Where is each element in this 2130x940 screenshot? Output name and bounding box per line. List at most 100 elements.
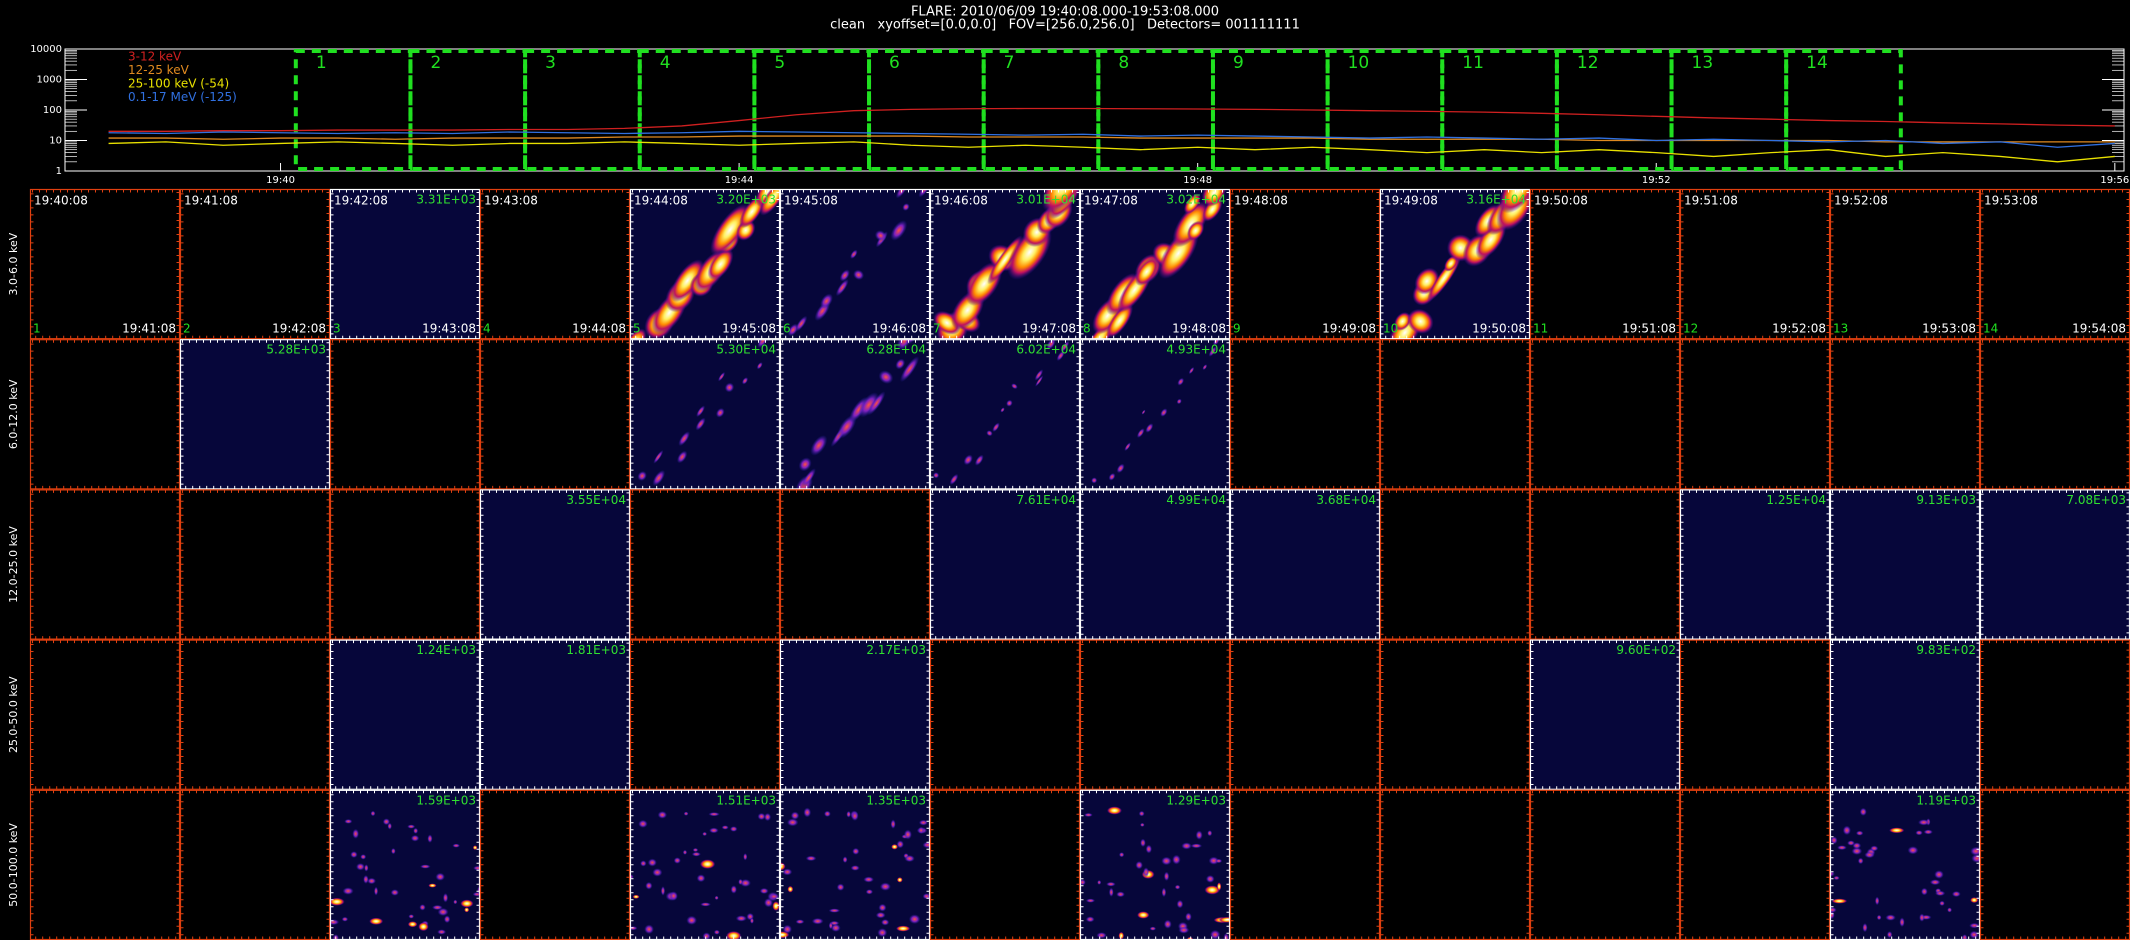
image-blob — [1183, 193, 1201, 215]
cell-ticks — [1680, 339, 1830, 489]
image-blob — [1085, 898, 1096, 903]
cell-background — [180, 189, 330, 340]
image-blob — [374, 886, 379, 896]
image-blob — [877, 928, 888, 938]
peak-label: 4.99E+04 — [1166, 493, 1226, 507]
image-cell — [1379, 339, 1531, 490]
image-blob — [1135, 861, 1143, 870]
start-time: 19:42:08 — [334, 194, 388, 208]
image-blob — [443, 915, 451, 924]
interval-box — [1440, 49, 1559, 171]
image-blob — [730, 885, 737, 894]
image-blob — [1918, 819, 1930, 826]
cell-image — [1388, 189, 1530, 340]
end-time: 19:49:08 — [1322, 322, 1376, 336]
image-blob — [713, 929, 720, 935]
image-blob — [1161, 887, 1167, 898]
image-blob — [1046, 339, 1056, 350]
image-blob — [1209, 929, 1221, 940]
image-blob — [721, 825, 729, 830]
image-blob — [344, 819, 353, 824]
cell-ticks — [30, 189, 180, 339]
cell-number: 13 — [1833, 322, 1848, 336]
cell-background — [1980, 189, 2130, 340]
cell-image — [933, 339, 1070, 485]
cell-ticks — [780, 790, 930, 940]
cell-image — [630, 811, 780, 940]
cell-ticks — [630, 339, 780, 489]
image-blob — [933, 472, 940, 479]
image-blob — [735, 915, 747, 922]
y-tick-label: 100 — [43, 105, 62, 116]
start-time: 19:44:08 — [634, 194, 688, 208]
interval-label: 14 — [1806, 53, 1828, 73]
cell-ticks — [930, 640, 1080, 790]
image-cell: 19:53:08 19:54:08 14 — [1979, 188, 2130, 340]
image-blob — [419, 904, 426, 911]
cell-number: 9 — [1233, 322, 1241, 336]
image-blob — [350, 851, 358, 858]
interval-box — [637, 49, 757, 171]
image-blob — [678, 431, 690, 447]
start-time: 19:50:08 — [1534, 194, 1588, 208]
image-blob — [896, 840, 904, 849]
legend-entry: 0.1-17 MeV (-125) — [128, 90, 237, 104]
image-blob — [1160, 408, 1168, 417]
image-blob — [702, 831, 708, 836]
image-blob — [1124, 442, 1131, 451]
cell-background — [180, 489, 330, 640]
y-tick-label: 10 — [49, 136, 62, 147]
cell-background — [1230, 789, 1380, 940]
image-blob — [437, 907, 449, 917]
cell-number: 5 — [633, 322, 641, 336]
cell-ticks — [180, 189, 330, 339]
start-time: 19:41:08 — [184, 194, 238, 208]
image-blob — [1161, 856, 1172, 866]
peak-label: 1.24E+03 — [416, 643, 476, 657]
image-blob — [464, 907, 470, 913]
image-blob — [867, 391, 886, 416]
cell-number: 4 — [483, 322, 491, 336]
cell-background — [330, 789, 480, 940]
image-cell — [1229, 639, 1381, 790]
image-blob — [1177, 377, 1185, 386]
image-blob — [1085, 916, 1095, 923]
cell-background — [1380, 339, 1530, 490]
image-cell — [1979, 789, 2130, 940]
end-time: 19:52:08 — [1772, 322, 1826, 336]
cell-ticks — [1080, 189, 1230, 339]
image-cell — [179, 789, 331, 940]
image-blob — [427, 834, 433, 843]
image-blob — [1394, 311, 1412, 331]
image-blob — [653, 449, 664, 464]
image-blob — [1202, 364, 1208, 371]
cell-background — [330, 339, 480, 490]
image-cell — [1979, 339, 2130, 490]
cell-ticks — [1230, 189, 1380, 339]
image-blob — [902, 203, 910, 211]
image-blob — [1929, 879, 1941, 886]
image-blob — [878, 903, 887, 912]
image-blob — [1186, 220, 1205, 241]
cell-background — [1530, 189, 1680, 340]
image-blob — [1201, 189, 1227, 207]
image-blob — [1011, 383, 1018, 390]
image-blob — [850, 249, 858, 259]
image-blob — [1218, 916, 1230, 923]
light-curve — [108, 130, 2115, 148]
image-blob — [387, 822, 392, 830]
light-curve — [108, 107, 2115, 132]
cell-background — [30, 489, 180, 640]
image-blob — [1172, 201, 1209, 248]
interval-label: 6 — [889, 53, 900, 73]
peak-label: 1.35E+03 — [866, 793, 926, 807]
image-blob — [1106, 806, 1123, 815]
image-blob — [908, 914, 921, 925]
peak-label: 3.68E+04 — [1316, 493, 1376, 507]
cell-background — [780, 189, 930, 340]
x-tick-label: 19:48 — [1183, 175, 1212, 186]
cell-background — [330, 189, 480, 340]
image-blob — [1885, 914, 1896, 921]
cell-background — [1080, 789, 1230, 940]
cell-ticks — [780, 339, 930, 489]
